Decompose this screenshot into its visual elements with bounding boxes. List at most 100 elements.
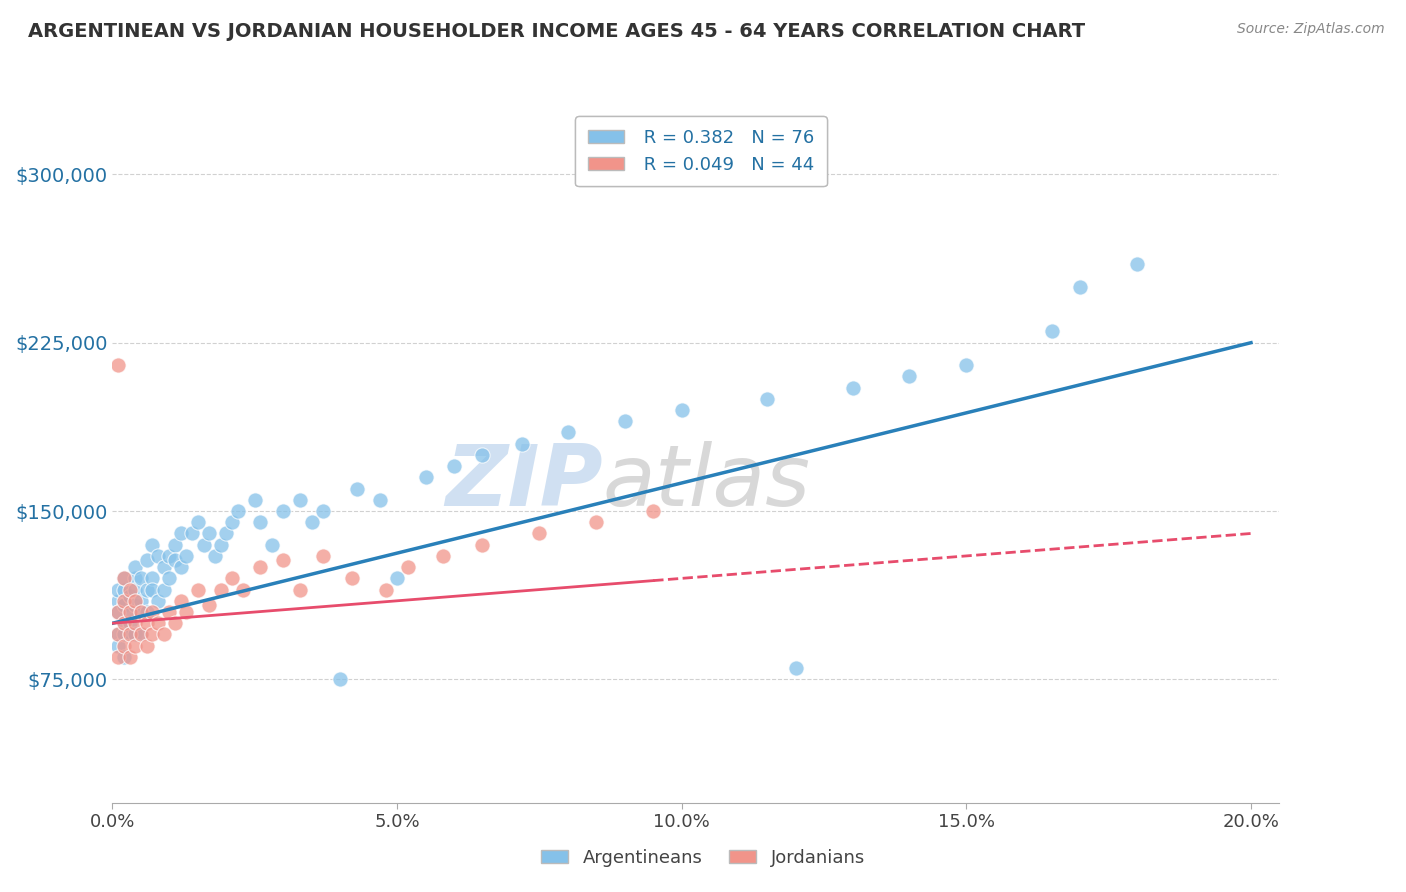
Point [232, 582, 254, 597]
Point [204, 549, 226, 563]
Legend:  R = 0.382   N = 76,  R = 0.049   N = 44: R = 0.382 N = 76, R = 0.049 N = 44 [575, 116, 827, 186]
Point [209, 538, 232, 552]
Point [112, 639, 135, 653]
Point [243, 492, 266, 507]
Point [107, 358, 129, 372]
Point [112, 616, 135, 631]
Point [135, 553, 157, 567]
Point [112, 616, 135, 631]
Legend: Argentineans, Jordanians: Argentineans, Jordanians [534, 842, 872, 874]
Text: Source: ZipAtlas.com: Source: ZipAtlas.com [1237, 22, 1385, 37]
Point [135, 582, 157, 597]
Point [124, 594, 146, 608]
Point [135, 616, 157, 631]
Point [124, 560, 146, 574]
Point [170, 594, 193, 608]
Point [118, 605, 141, 619]
Point [165, 553, 187, 567]
Point [118, 627, 141, 641]
Point [198, 526, 221, 541]
Point [443, 459, 465, 474]
Point [301, 515, 323, 529]
Point [112, 599, 135, 613]
Point [1069, 279, 1091, 293]
Point [415, 470, 437, 484]
Point [112, 627, 135, 641]
Point [193, 538, 215, 552]
Point [312, 504, 335, 518]
Point [112, 571, 135, 585]
Point [129, 627, 152, 641]
Point [643, 504, 665, 518]
Point [170, 526, 193, 541]
Point [165, 616, 187, 631]
Point [955, 358, 977, 372]
Point [118, 590, 141, 604]
Point [512, 436, 534, 450]
Point [112, 649, 135, 664]
Point [249, 560, 271, 574]
Point [129, 571, 152, 585]
Point [118, 605, 141, 619]
Point [221, 515, 243, 529]
Point [157, 571, 180, 585]
Point [215, 526, 238, 541]
Text: ZIP: ZIP [444, 442, 603, 524]
Point [329, 673, 352, 687]
Point [141, 538, 163, 552]
Point [841, 381, 863, 395]
Point [124, 571, 146, 585]
Point [124, 599, 146, 613]
Point [157, 605, 180, 619]
Point [135, 605, 157, 619]
Point [340, 571, 363, 585]
Point [124, 582, 146, 597]
Point [135, 639, 157, 653]
Point [671, 403, 693, 417]
Point [118, 627, 141, 641]
Point [129, 605, 152, 619]
Point [129, 594, 152, 608]
Point [187, 582, 209, 597]
Point [112, 594, 135, 608]
Point [209, 582, 232, 597]
Point [346, 482, 368, 496]
Point [170, 560, 193, 574]
Point [249, 515, 271, 529]
Point [107, 649, 129, 664]
Text: atlas: atlas [603, 442, 811, 524]
Point [107, 582, 129, 597]
Point [1040, 325, 1063, 339]
Point [198, 599, 221, 613]
Point [226, 504, 249, 518]
Point [374, 582, 396, 597]
Point [271, 553, 294, 567]
Point [152, 582, 174, 597]
Point [181, 526, 204, 541]
Point [471, 448, 494, 462]
Point [756, 392, 779, 406]
Point [129, 605, 152, 619]
Point [157, 549, 180, 563]
Point [290, 582, 312, 597]
Point [529, 526, 551, 541]
Point [107, 627, 129, 641]
Point [898, 369, 921, 384]
Point [187, 515, 209, 529]
Point [146, 616, 169, 631]
Point [260, 538, 283, 552]
Point [141, 627, 163, 641]
Point [785, 661, 807, 675]
Point [471, 538, 494, 552]
Point [124, 616, 146, 631]
Point [557, 425, 579, 440]
Text: ARGENTINEAN VS JORDANIAN HOUSEHOLDER INCOME AGES 45 - 64 YEARS CORRELATION CHART: ARGENTINEAN VS JORDANIAN HOUSEHOLDER INC… [28, 22, 1085, 41]
Point [118, 616, 141, 631]
Point [107, 605, 129, 619]
Point [146, 549, 169, 563]
Point [152, 627, 174, 641]
Point [112, 582, 135, 597]
Point [398, 560, 420, 574]
Point [221, 571, 243, 585]
Point [146, 594, 169, 608]
